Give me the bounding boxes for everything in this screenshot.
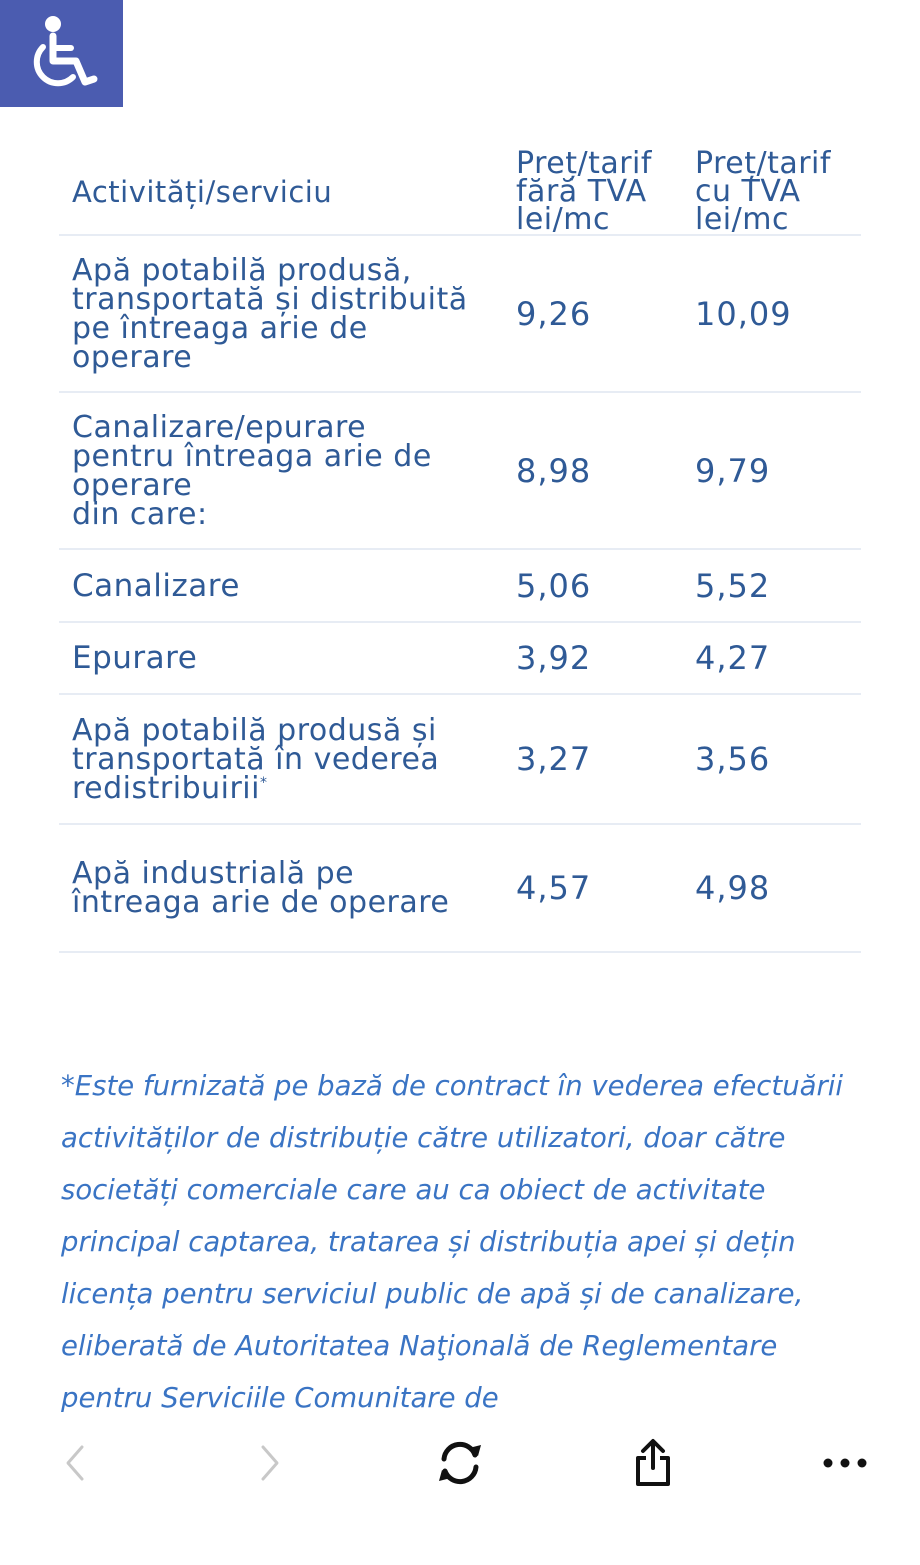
table-row: Apă potabilă produsă și transportată în … bbox=[59, 694, 861, 825]
tariff-table: Activități/serviciu Preț/tarif fără TVA … bbox=[59, 149, 861, 953]
price-no-vat: 4,57 bbox=[503, 824, 682, 953]
wheelchair-icon bbox=[33, 15, 97, 86]
back-button[interactable] bbox=[50, 1438, 100, 1488]
more-icon bbox=[823, 1458, 867, 1468]
price-no-vat: 3,92 bbox=[503, 622, 682, 695]
share-icon bbox=[636, 1439, 670, 1486]
header-activity: Activități/serviciu bbox=[59, 150, 503, 236]
row-activity-sub: Canalizare bbox=[59, 549, 503, 623]
row-activity: Canalizare/epurare pentru întreaga arie … bbox=[59, 392, 503, 550]
header-price-no-vat: Preț/tarif fără TVA lei/mc bbox=[503, 149, 682, 236]
table-row: Canalizare/epurare pentru întreaga arie … bbox=[59, 392, 861, 550]
price-no-vat: 8,98 bbox=[503, 392, 682, 550]
table-row: Apă potabilă produsă, transportată și di… bbox=[59, 235, 861, 393]
price-with-vat: 5,52 bbox=[682, 549, 861, 623]
price-no-vat: 5,06 bbox=[503, 549, 682, 623]
price-with-vat: 4,27 bbox=[682, 622, 861, 695]
footnote-marker: * bbox=[259, 774, 268, 791]
table-row: Epurare 3,92 4,27 bbox=[59, 622, 861, 695]
row-activity: Apă industrială pe întreaga arie de oper… bbox=[59, 824, 503, 953]
browser-toolbar bbox=[0, 1418, 920, 1508]
table-row: Apă industrială pe întreaga arie de oper… bbox=[59, 824, 861, 953]
price-with-vat: 9,79 bbox=[682, 392, 861, 550]
accessibility-button[interactable] bbox=[0, 0, 123, 107]
share-button[interactable] bbox=[628, 1438, 678, 1488]
chevron-left-icon bbox=[66, 1445, 84, 1481]
more-button[interactable] bbox=[820, 1438, 870, 1488]
footnote-text: *Este furnizată pe bază de contract în v… bbox=[61, 1070, 844, 1412]
table-row: Canalizare 5,06 5,52 bbox=[59, 549, 861, 623]
price-no-vat: 3,27 bbox=[503, 694, 682, 825]
price-with-vat: 3,56 bbox=[682, 694, 861, 825]
table-header-row: Activități/serviciu Preț/tarif fără TVA … bbox=[59, 149, 861, 236]
row-activity: Apă potabilă produsă și transportată în … bbox=[59, 694, 503, 825]
row-activity-sub: Epurare bbox=[59, 622, 503, 695]
price-with-vat: 4,98 bbox=[682, 824, 861, 953]
row-activity: Apă potabilă produsă, transportată și di… bbox=[59, 235, 503, 393]
header-price-with-vat: Preț/tarif cu TVA lei/mc bbox=[682, 149, 861, 236]
price-no-vat: 9,26 bbox=[503, 235, 682, 393]
price-with-vat: 10,09 bbox=[682, 235, 861, 393]
reload-icon bbox=[439, 1441, 481, 1485]
reload-button[interactable] bbox=[435, 1438, 485, 1488]
chevron-right-icon bbox=[261, 1445, 279, 1481]
forward-button[interactable] bbox=[245, 1438, 295, 1488]
